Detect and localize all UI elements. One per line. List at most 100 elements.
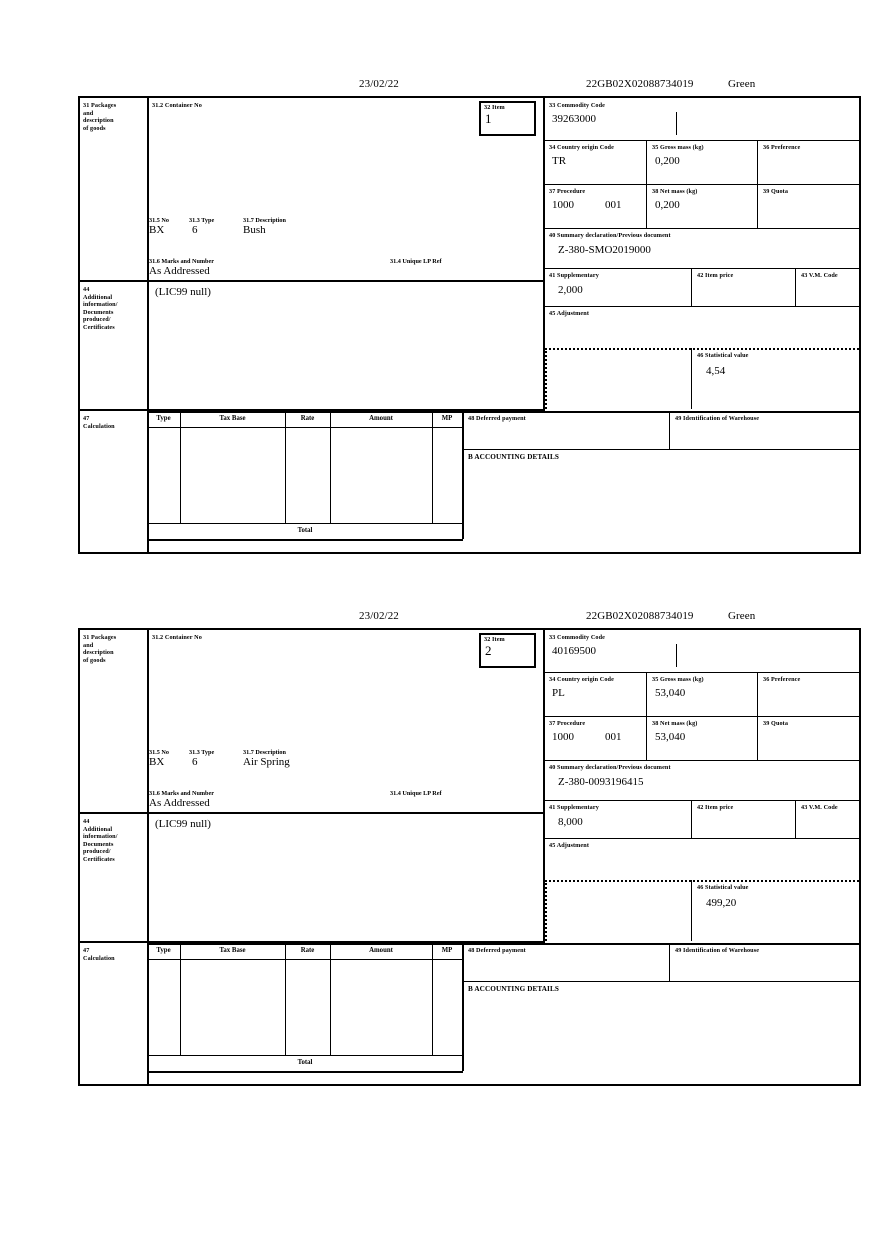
box31-3-value: 6	[192, 756, 198, 768]
box39-value	[760, 197, 852, 199]
calc-cell-taxbase	[182, 962, 285, 964]
box42-right	[795, 800, 796, 838]
box31-divider	[147, 630, 149, 1086]
frame-bottom	[78, 1084, 861, 1086]
calc-col-taxbase	[285, 411, 286, 523]
calc-header-divider	[147, 427, 463, 428]
frame-bottom	[78, 552, 861, 554]
box34-label: 34 Country origin Code	[549, 144, 614, 151]
box31-6-label: 31.6 Marks and Number	[149, 258, 214, 265]
box40-value: Z-380-SMO2019000	[558, 244, 651, 256]
box31-bottom-divider	[78, 280, 545, 282]
box38-value: 0,200	[655, 199, 680, 211]
box33-label: 33 Commodity Code	[549, 634, 606, 641]
box37-value: 1000	[552, 199, 574, 211]
box40-label: 40 Summary declaration/Previous document	[549, 764, 671, 771]
calc-header-rate: Rate	[300, 947, 315, 954]
box31-6-label: 31.6 Marks and Number	[149, 790, 214, 797]
box33-bottom	[543, 672, 859, 673]
box34-bottom	[543, 716, 859, 717]
calc-table-top	[147, 943, 463, 945]
box49-value	[672, 957, 852, 959]
calc-col-taxbase	[285, 943, 286, 1055]
box46-label: 46 Statistical value	[697, 884, 749, 891]
box46-value: 4,54	[706, 365, 726, 377]
box46-value: 499,20	[706, 897, 737, 909]
box31-6-value: As Addressed	[149, 797, 210, 809]
box31-4-label: 31.4 Unique LP Ref	[390, 258, 442, 265]
box44-bottom-divider	[78, 409, 545, 411]
calc-header-taxbase: Tax Base	[219, 947, 246, 954]
box-b-label: B ACCOUNTING DETAILS	[468, 985, 559, 993]
box47-label: 47 Calculation	[83, 947, 115, 962]
box34-bottom	[543, 184, 859, 185]
box32-item-number: 2	[485, 642, 492, 658]
box48-label: 48 Deferred payment	[468, 947, 526, 954]
box35-right	[757, 140, 758, 184]
box33-tick	[676, 112, 677, 135]
box48-value	[465, 957, 655, 959]
box34-right	[646, 672, 647, 716]
box33-tick	[676, 644, 677, 667]
box31-4-label: 31.4 Unique LP Ref	[390, 790, 442, 797]
box31-7-label: 31.7 Description	[243, 749, 286, 756]
box33-value: 40169500	[552, 645, 596, 657]
box46-label: 46 Statistical value	[697, 352, 749, 359]
box32-item-number: 1	[485, 110, 492, 126]
calc-header-divider	[147, 959, 463, 960]
box42-label: 42 Item price	[697, 804, 734, 811]
box38-value: 53,040	[655, 731, 686, 743]
calc-col-type	[180, 943, 181, 1055]
box45-value	[546, 319, 846, 321]
calc-col-rate	[330, 943, 331, 1055]
calc-total-label: Total	[297, 527, 313, 534]
calc-header-mp: MP	[441, 947, 453, 954]
route-status: Green	[728, 610, 756, 622]
box31-7-value: Air Spring	[243, 756, 290, 768]
box49-value	[672, 425, 852, 427]
box34-value: PL	[552, 687, 565, 699]
mrn-number: 22GB02X02088734019	[586, 610, 694, 622]
box31-label: 31 Packages and description of goods	[83, 634, 117, 664]
calc-col-mp	[462, 411, 464, 539]
frame-right	[859, 98, 861, 554]
frame-left	[78, 630, 80, 1086]
calc-table-top	[147, 411, 463, 413]
block-header: 23/02/22 22GB02X02088734019 Green	[78, 78, 861, 96]
box43-label: 43 V.M. Code	[801, 272, 838, 279]
box31-2-label: 31.2 Container No	[152, 102, 202, 109]
box33-value: 39263000	[552, 113, 596, 125]
calc-header-mp: MP	[441, 415, 453, 422]
right-column-divider	[543, 98, 545, 409]
box48-label: 48 Deferred payment	[468, 415, 526, 422]
box48-right	[669, 411, 670, 449]
calc-cell-type	[149, 430, 180, 432]
box41-right	[691, 268, 692, 306]
box45-dotted-divider	[545, 348, 547, 409]
calc-table-bottom	[147, 1071, 463, 1073]
box31-7-label: 31.7 Description	[243, 217, 286, 224]
mrn-number: 22GB02X02088734019	[586, 78, 694, 90]
box34-label: 34 Country origin Code	[549, 676, 614, 683]
box39-label: 39 Quota	[763, 188, 789, 195]
box37-value: 1000	[552, 731, 574, 743]
box33-bottom	[543, 140, 859, 141]
box37-right	[646, 716, 647, 760]
calc-col-rate	[330, 411, 331, 523]
box35-value: 53,040	[655, 687, 686, 699]
declaration-block-item-2: 23/02/22 22GB02X02088734019 Green 31 Pac…	[78, 610, 861, 1086]
box31-5-value: BX	[149, 756, 165, 768]
box32-item: 32 Item 1	[479, 101, 536, 136]
declaration-grid: 31 Packages and description of goods 31.…	[78, 96, 861, 554]
block-header: 23/02/22 22GB02X02088734019 Green	[78, 610, 861, 628]
calc-cell-taxbase	[182, 430, 285, 432]
route-status: Green	[728, 78, 756, 90]
box41-bottom	[543, 306, 859, 307]
box36-label: 36 Preference	[763, 676, 801, 683]
box37-label: 37 Procedure	[549, 720, 586, 727]
box42-value	[694, 282, 794, 284]
calc-table-left	[147, 409, 149, 554]
box43-value	[798, 282, 856, 284]
box42-right	[795, 268, 796, 306]
